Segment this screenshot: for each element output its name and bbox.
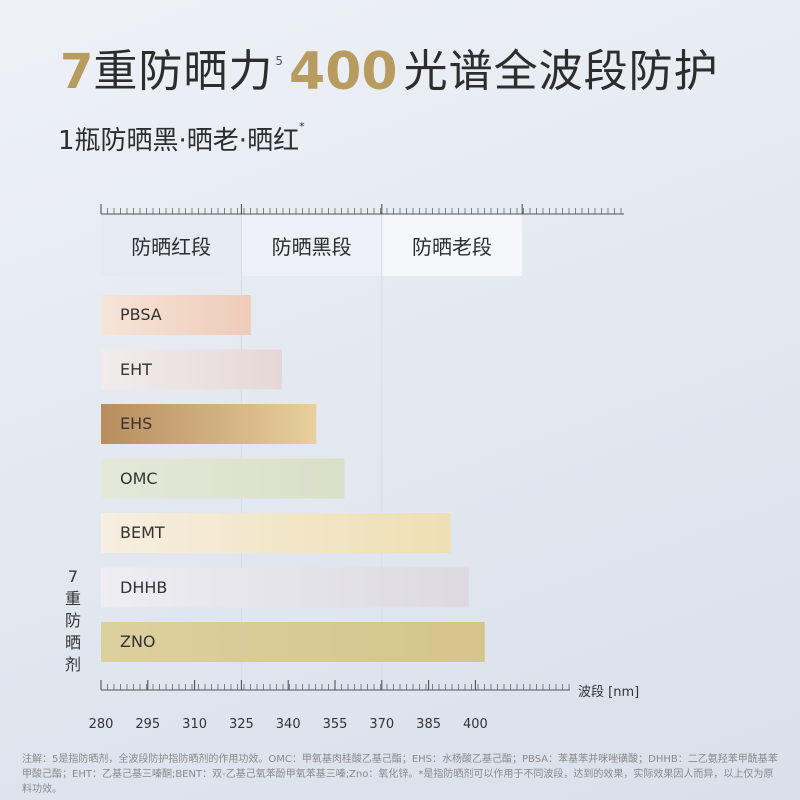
x-tick-label: 385: [416, 717, 442, 732]
bar-zno: [101, 622, 485, 662]
headline-big-number: 400: [289, 42, 398, 102]
bar-label: DHHB: [120, 577, 168, 597]
x-axis-label: 波段 [nm]: [578, 685, 640, 700]
subtitle-sup: *: [299, 120, 305, 133]
bar-label: PBSA: [120, 305, 162, 324]
x-tick-label: 400: [462, 717, 488, 732]
bar-ehs: [101, 404, 317, 444]
vertical-label-char: 剂: [64, 655, 81, 674]
bar-label: EHT: [120, 359, 152, 379]
x-tick-label: 355: [322, 717, 348, 732]
headline-lead-text: 重防晒力: [93, 46, 274, 97]
band-background: [101, 214, 242, 276]
headline-lead-sup: 5: [275, 54, 284, 68]
x-tick-label: 295: [135, 717, 161, 732]
bar-label: BEMT: [120, 523, 165, 542]
subtitle-text: 1瓶防晒黑·晒老·晒红: [58, 126, 300, 156]
band-background: [241, 214, 382, 276]
bar-omc: [101, 458, 345, 499]
band-header: 防晒红段 防晒黑段 防晒老段: [101, 214, 522, 276]
vertical-axis-label: 7 重防晒剂: [62, 566, 84, 676]
band-label: 防晒红段: [131, 234, 212, 259]
x-tick-label: 280: [88, 717, 114, 732]
bar-eht: [101, 349, 282, 390]
footnote: 注解：5是指防晒剂，全波段防护指防晒剂的作用功效。OMC：甲氧基肉桂酸乙基己酯；…: [22, 754, 778, 795]
bar-bemt: [101, 513, 451, 553]
bar-label: OMC: [120, 468, 158, 488]
vertical-label-char: 防: [64, 611, 81, 630]
headline-tail-text: 光谱全波段防护: [403, 46, 719, 97]
vertical-label-char: 晒: [64, 633, 81, 652]
vertical-label-char: 重: [64, 589, 81, 608]
band-background: [381, 214, 523, 276]
vertical-label-char: 7: [67, 567, 79, 586]
x-tick-label: 325: [228, 717, 254, 732]
headline-lead-number: 7: [60, 44, 94, 100]
bar-pbsa: [101, 295, 251, 335]
bar-dhhb: [101, 567, 470, 608]
x-tick-label: 370: [369, 717, 395, 732]
bar-label: ZNO: [120, 632, 156, 651]
subtitle: 1瓶防晒黑·晒老·晒红*: [58, 120, 305, 157]
band-label: 防晒黑段: [271, 234, 352, 259]
x-tick-label: 340: [275, 717, 301, 732]
bar-label: EHS: [120, 414, 153, 433]
headline: 7 重防晒力 5 400 光谱全波段防护: [60, 42, 719, 102]
x-tick-label: 310: [182, 717, 208, 732]
band-label: 防晒老段: [411, 234, 492, 259]
